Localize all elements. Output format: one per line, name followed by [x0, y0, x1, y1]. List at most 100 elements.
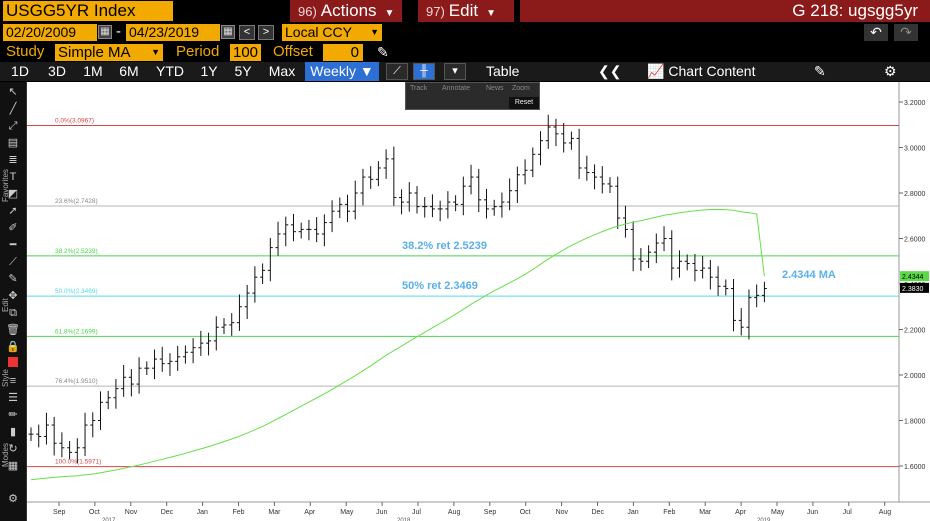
color-swatch-icon[interactable] — [5, 357, 21, 371]
end-date-field[interactable]: 04/23/2019 — [126, 24, 220, 41]
chart-tool-panel: Track Annotate News Zoom Reset — [405, 82, 540, 110]
chevron-down-icon: ▾ — [452, 65, 458, 77]
price-chart[interactable]: 3.20003.00002.80002.60002.40002.20002.00… — [27, 82, 930, 521]
frequency-select[interactable]: Weekly ▼ — [305, 62, 379, 81]
last-value-badge-label: 2.3830 — [902, 286, 924, 293]
chart-toolbar: 1D 3D 1M 6M YTD 1Y 5Y Max Weekly ▼ ⟋ ╫ ▾… — [0, 62, 930, 81]
period-field[interactable]: 100 — [230, 44, 261, 61]
channel-tool-icon[interactable]: ▤ — [7, 137, 19, 149]
trend-tool-icon[interactable]: ⟋ — [9, 256, 17, 268]
highlight-icon[interactable]: ▮ — [9, 426, 17, 438]
x-tick-label: May — [771, 509, 785, 516]
news-tool[interactable]: News — [486, 85, 504, 92]
pen-tool-icon[interactable]: ✎ — [8, 273, 18, 285]
y-tick-label: 3.2000 — [904, 100, 926, 107]
fib-level-label: 61.8%(2.1699) — [55, 328, 98, 335]
edit-label: Edit — [1, 298, 10, 312]
timeframe-6m[interactable]: 6M — [119, 63, 139, 79]
shape-tool-icon[interactable]: ◩ — [7, 188, 19, 200]
timeframe-5y[interactable]: 5Y — [234, 63, 252, 79]
timeframe-3d[interactable]: 3D — [48, 63, 66, 79]
start-date-field[interactable]: 02/20/2009 — [3, 24, 97, 41]
chart-content-button[interactable]: 📈 Chart Content — [647, 62, 756, 81]
y-tick-label: 1.8000 — [904, 419, 926, 426]
y-tick-label: 3.0000 — [904, 146, 926, 153]
cursor-icon[interactable]: ↖ — [8, 86, 18, 98]
bar-chart-icon[interactable]: ╫ — [413, 63, 435, 80]
delete-icon[interactable]: 🗑 — [6, 324, 20, 336]
collapse-icon[interactable]: ❮❮ — [598, 63, 622, 79]
x-tick-label: Nov — [556, 509, 569, 516]
ma-value-badge — [900, 271, 929, 282]
move-icon[interactable]: ✥ — [8, 290, 18, 302]
line-tool-icon[interactable]: ╱ — [9, 103, 17, 115]
actions-menu-button[interactable]: 96) Actions ▼ — [290, 0, 402, 22]
annotate-tool[interactable]: Annotate — [442, 85, 471, 92]
edit-menu-label: Edit — [448, 1, 479, 20]
table-button[interactable]: Table — [486, 63, 520, 79]
gear-icon[interactable]: ⚙ — [884, 63, 897, 79]
actions-menu-label: Actions — [320, 1, 377, 20]
chart-area[interactable]: 3.20003.00002.80002.60002.40002.20002.00… — [27, 82, 930, 521]
y-tick-label: 1.6000 — [904, 464, 926, 471]
line-width-icon[interactable]: ☰ — [8, 392, 18, 404]
x-tick-label: Dec — [161, 509, 174, 516]
chart-mode-icon[interactable]: ▦ — [7, 460, 19, 472]
date-range-bar: 02/20/2009 ▦ - 04/23/2019 ▦ < > Local CC… — [0, 22, 930, 42]
offset-field[interactable]: 0 — [323, 44, 363, 61]
edit-chart-icon[interactable]: ✎ — [814, 63, 826, 79]
ray-tool-icon[interactable]: ⤢ — [8, 120, 18, 132]
line-chart-icon[interactable]: ⟋ — [386, 63, 408, 80]
edit-menu-button[interactable]: 97) Edit ▼ — [418, 0, 514, 22]
ticker-field[interactable]: USGG5YR Index — [3, 1, 173, 21]
line-style-icon[interactable]: ≡ — [9, 375, 17, 387]
drawing-toolbar: ↖ ╱ ⤢ ▤ ≣ T ◩ ➚ ✐ ━ ⟋ ✎ ✥ ⧉ 🗑 🔒 ≡ ☰ ✏ ▮ … — [0, 82, 27, 521]
x-tick-label: Jan — [197, 509, 208, 516]
date-separator: - — [116, 23, 121, 40]
track-tool[interactable]: Track — [410, 85, 428, 92]
title-bar: USGG5YR Index 96) Actions ▼ 97) Edit ▼ G 218… — [0, 0, 930, 22]
timeframe-1y[interactable]: 1Y — [200, 63, 218, 79]
study-bar: Study Simple MA ▼ Period 100 Offset 0 ✎ — [0, 42, 930, 62]
study-value: Simple MA — [58, 44, 131, 61]
timeframe-1d[interactable]: 1D — [11, 63, 29, 79]
redo-button[interactable]: ↷ — [894, 24, 918, 41]
chevron-down-icon: ▼ — [359, 63, 374, 79]
chevron-down-icon: ▼ — [486, 8, 496, 19]
x-year-label: 2018 — [397, 518, 411, 521]
chart-content-label: Chart Content — [668, 63, 756, 79]
text-tool-icon[interactable]: T — [9, 171, 17, 183]
next-period-button[interactable]: > — [258, 25, 274, 40]
refresh-icon[interactable]: ↻ — [8, 443, 18, 455]
arrow-tool-icon[interactable]: ➚ — [8, 205, 18, 217]
moving-average-label: 2.4344 MA — [782, 269, 836, 281]
pencil-icon[interactable]: ✎ — [377, 44, 389, 60]
brush-icon[interactable]: ✏ — [8, 409, 18, 421]
settings-gear-icon[interactable]: ⚙ — [8, 493, 18, 505]
calendar-icon[interactable]: ▦ — [98, 25, 112, 39]
marker-tool-icon[interactable]: ✐ — [8, 222, 18, 234]
lock-icon[interactable]: 🔒 — [6, 341, 20, 353]
timeframe-max[interactable]: Max — [268, 63, 296, 79]
window-title: G 218: ugsgg5yr — [520, 0, 930, 22]
timeframe-ytd[interactable]: YTD — [156, 63, 184, 79]
undo-button[interactable]: ↶ — [864, 24, 888, 41]
currency-select[interactable]: Local CCY ▼ — [282, 24, 382, 41]
zoom-tool[interactable]: Zoom — [512, 85, 530, 92]
fib-level-label: 100.0%(1.5971) — [55, 459, 101, 466]
chevron-down-icon: ▼ — [370, 27, 379, 37]
study-select[interactable]: Simple MA ▼ — [55, 44, 163, 61]
modes-label: Modes — [1, 442, 10, 467]
fib-tool-icon[interactable]: ≣ — [8, 154, 18, 166]
y-tick-label: 2.6000 — [904, 237, 926, 244]
reset-button[interactable]: Reset — [509, 97, 539, 109]
hline-tool-icon[interactable]: ━ — [9, 239, 17, 251]
calendar-icon[interactable]: ▦ — [221, 25, 235, 39]
moving-average-line — [30, 208, 765, 481]
previous-period-button[interactable]: < — [239, 25, 255, 40]
x-tick-label: Oct — [520, 509, 531, 516]
timeframe-1m[interactable]: 1M — [83, 63, 103, 79]
copy-icon[interactable]: ⧉ — [9, 307, 17, 319]
chart-type-dropdown[interactable]: ▾ — [444, 63, 466, 80]
chevron-down-icon: ▼ — [151, 47, 160, 57]
